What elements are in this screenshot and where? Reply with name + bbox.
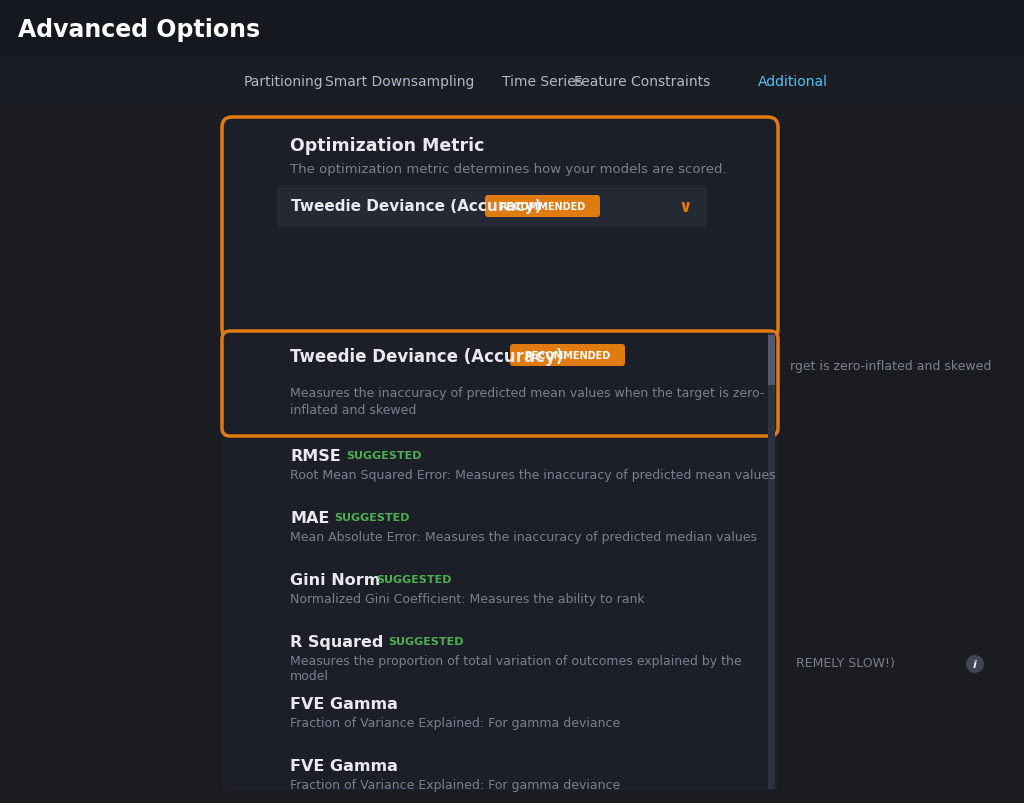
Bar: [0, 107, 1024, 803]
Text: Feature Constraints: Feature Constraints: [573, 75, 710, 89]
Text: inflated and skewed: inflated and skewed: [290, 403, 417, 417]
FancyBboxPatch shape: [485, 196, 600, 218]
Text: RECOMMENDED: RECOMMENDED: [524, 351, 610, 361]
Text: Smart Downsampling: Smart Downsampling: [326, 75, 475, 89]
Text: RECOMMENDED: RECOMMENDED: [500, 202, 586, 212]
Text: FVE Gamma: FVE Gamma: [290, 696, 398, 711]
Text: Mean Absolute Error: Measures the inaccuracy of predicted median values: Mean Absolute Error: Measures the inaccu…: [290, 530, 757, 544]
Text: Partitioning: Partitioning: [243, 75, 323, 89]
Text: Advanced Options: Advanced Options: [18, 18, 260, 42]
Text: Gini Norm: Gini Norm: [290, 573, 380, 587]
FancyBboxPatch shape: [222, 332, 778, 437]
Text: Measures the inaccuracy of predicted mean values when the target is zero-: Measures the inaccuracy of predicted mea…: [290, 386, 764, 400]
Text: Tweedie Deviance (Accuracy): Tweedie Deviance (Accuracy): [291, 199, 542, 214]
Text: i: i: [973, 659, 977, 669]
Text: MAE: MAE: [290, 511, 330, 525]
Text: Root Mean Squared Error: Measures the inaccuracy of predicted mean values: Root Mean Squared Error: Measures the in…: [290, 468, 775, 482]
Text: Time Series: Time Series: [502, 75, 583, 89]
Text: REMELY SLOW!): REMELY SLOW!): [796, 656, 895, 669]
Text: Additional: Additional: [758, 75, 828, 89]
Text: Normalized Gini Coefficient: Measures the ability to rank: Normalized Gini Coefficient: Measures th…: [290, 593, 645, 605]
Bar: [768, 336, 775, 385]
FancyBboxPatch shape: [222, 118, 778, 340]
Bar: [768, 333, 775, 789]
Text: Fraction of Variance Explained: For gamma deviance: Fraction of Variance Explained: For gamm…: [290, 778, 621, 791]
Text: ∨: ∨: [678, 198, 692, 216]
Text: rget is zero-inflated and skewed: rget is zero-inflated and skewed: [790, 360, 991, 373]
Text: SUGGESTED: SUGGESTED: [376, 574, 452, 585]
Text: SUGGESTED: SUGGESTED: [346, 450, 422, 460]
FancyBboxPatch shape: [278, 185, 707, 228]
Bar: [0, 0, 1024, 57]
Text: Measures the proportion of total variation of outcomes explained by the: Measures the proportion of total variati…: [290, 654, 741, 667]
Text: Fraction of Variance Explained: For gamma deviance: Fraction of Variance Explained: For gamm…: [290, 716, 621, 729]
Text: SUGGESTED: SUGGESTED: [334, 512, 410, 522]
Circle shape: [966, 655, 984, 673]
Text: Tweedie Deviance (Accuracy): Tweedie Deviance (Accuracy): [290, 348, 563, 365]
Text: SUGGESTED: SUGGESTED: [388, 636, 464, 646]
Text: Optimization Metric: Optimization Metric: [290, 137, 484, 155]
Text: FVE Gamma: FVE Gamma: [290, 758, 398, 773]
Text: R Squared: R Squared: [290, 634, 383, 649]
FancyBboxPatch shape: [222, 332, 778, 791]
Text: RMSE: RMSE: [290, 448, 341, 463]
FancyBboxPatch shape: [510, 344, 625, 366]
Text: model: model: [290, 669, 329, 683]
Bar: [0, 57, 1024, 107]
Text: The optimization metric determines how your models are scored.: The optimization metric determines how y…: [290, 163, 727, 177]
